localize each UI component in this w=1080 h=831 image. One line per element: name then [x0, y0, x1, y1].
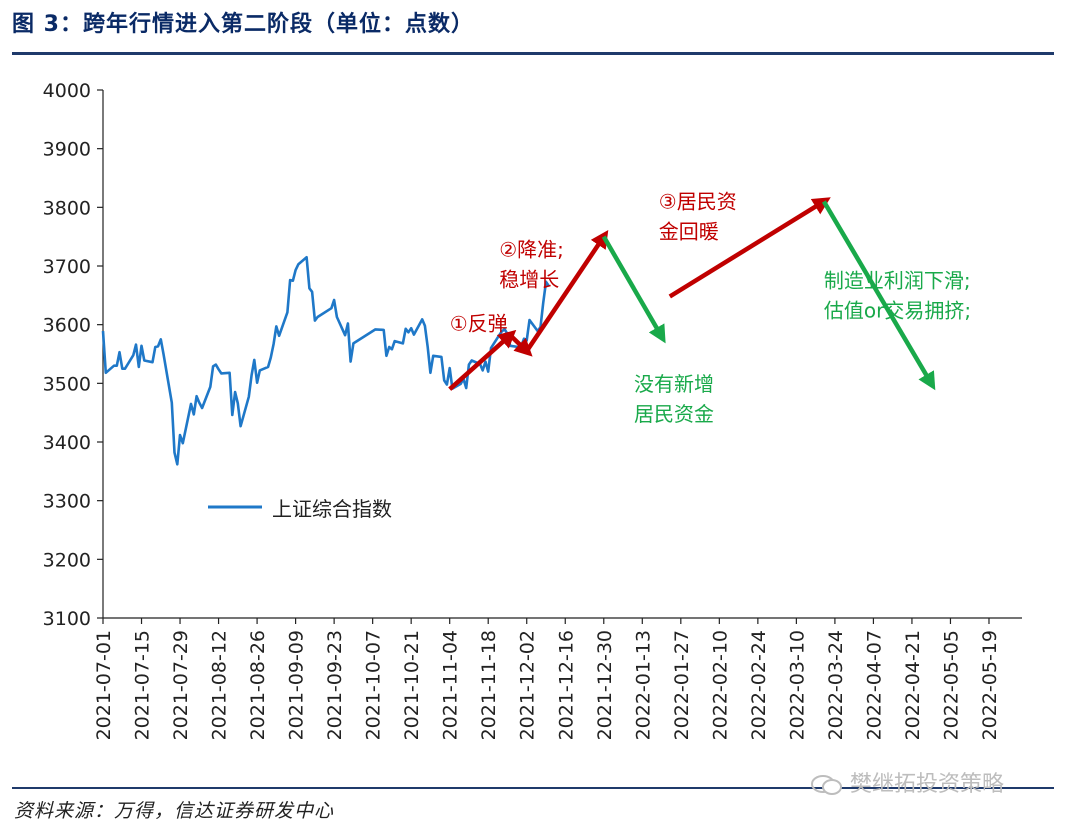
y-tick-label: 3400 — [43, 432, 91, 454]
trend-arrow — [821, 200, 936, 391]
x-tick-label: 2022-05-19 — [979, 630, 1001, 740]
y-tick-label: 3600 — [43, 315, 91, 337]
legend-label: 上证综合指数 — [272, 497, 392, 521]
x-tick-label: 2022-04-21 — [902, 630, 924, 740]
annotation-line: ②降准; — [499, 238, 564, 262]
legend: 上证综合指数 — [208, 497, 392, 521]
x-tick-label: 2021-08-26 — [247, 630, 269, 740]
annotation-line: 估值or交易拥挤; — [824, 299, 971, 323]
trend-arrow — [448, 329, 517, 391]
trend-arrow — [601, 235, 666, 344]
line-chart: 3100 3200 3300 3400 3500 3600 3700 3800 3900 4000… — [43, 80, 1022, 740]
x-tick-label: 2022-01-27 — [671, 630, 693, 740]
y-tick-label: 3800 — [43, 197, 91, 219]
x-tick-label: 2022-02-24 — [748, 630, 770, 740]
y-tick-label: 3200 — [43, 549, 91, 571]
figure-title: 图 3：跨年行情进入第二阶段（单位：点数） — [12, 12, 474, 37]
y-tick-label: 3500 — [43, 373, 91, 395]
annotation-line: 没有新增 — [634, 372, 714, 396]
x-tick-label: 2021-12-30 — [594, 630, 616, 740]
annotation-line: 居民资金 — [634, 402, 714, 426]
source-note: 资料来源：万得，信达证券研发中心 — [14, 800, 335, 822]
x-tick-label: 2021-07-01 — [93, 630, 115, 740]
x-tick-label: 2021-11-18 — [478, 630, 500, 740]
x-tick-label: 2021-09-23 — [324, 630, 346, 740]
trend-arrow — [508, 333, 533, 357]
x-tick-label: 2022-01-13 — [632, 630, 654, 740]
y-tick-label: 3100 — [43, 608, 91, 630]
annotation-label: 没有新增居民资金 — [634, 372, 714, 426]
x-tick-label: 2021-12-16 — [555, 630, 577, 740]
x-tick-label: 2021-11-04 — [440, 630, 462, 740]
x-axis: 2021-07-01 2021-07-15 2021-07-29 2021-08-12… — [93, 617, 1022, 740]
series-layer — [101, 255, 550, 466]
wechat-icon — [811, 775, 842, 795]
x-tick-label: 2021-12-02 — [517, 630, 539, 740]
annotation-line: 金回暖 — [659, 220, 719, 244]
annotation-line: 制造业利润下滑; — [824, 269, 971, 293]
x-tick-label: 2021-08-12 — [209, 630, 231, 740]
x-tick-label: 2022-03-10 — [786, 630, 808, 740]
x-tick-label: 2021-07-15 — [132, 630, 154, 740]
x-tick-label: 2022-03-24 — [825, 630, 847, 740]
x-tick-label: 2021-07-29 — [170, 630, 192, 740]
annotation-label: 制造业利润下滑; 估值or交易拥挤; — [824, 269, 971, 323]
x-tick-label: 2021-09-09 — [286, 630, 308, 740]
title-rule — [12, 52, 1054, 55]
annotation-label: ②降准; 稳增长 — [499, 238, 564, 292]
annotation-line: ③居民资 — [659, 190, 737, 214]
x-tick-label: 2022-05-05 — [940, 630, 962, 740]
y-tick-label: 3700 — [43, 256, 91, 278]
x-tick-label: 2021-10-21 — [401, 630, 423, 740]
series-line — [101, 255, 550, 466]
y-tick-label: 3900 — [43, 139, 91, 161]
x-tick-label: 2022-02-10 — [709, 630, 731, 740]
x-tick-label: 2022-04-07 — [863, 630, 885, 740]
watermark-text: 樊继拓投资策略 — [850, 772, 1005, 797]
source-rule — [12, 787, 1054, 789]
annotation-line: 稳增长 — [499, 268, 559, 292]
y-tick-label: 3300 — [43, 491, 91, 513]
trend-arrow — [524, 229, 609, 353]
annotation-label: ③居民资金回暖 — [659, 190, 737, 244]
watermark: 樊继拓投资策略 — [810, 766, 1004, 798]
y-axis: 3100 3200 3300 3400 3500 3600 3700 3800 3900 4000 — [43, 80, 104, 630]
x-tick-label: 2021-10-07 — [363, 630, 385, 740]
trend-arrow — [668, 197, 831, 299]
annotation-label: ①反弹 — [450, 312, 508, 336]
y-tick-label: 4000 — [43, 80, 91, 102]
annotation-line: ①反弹 — [450, 312, 508, 336]
